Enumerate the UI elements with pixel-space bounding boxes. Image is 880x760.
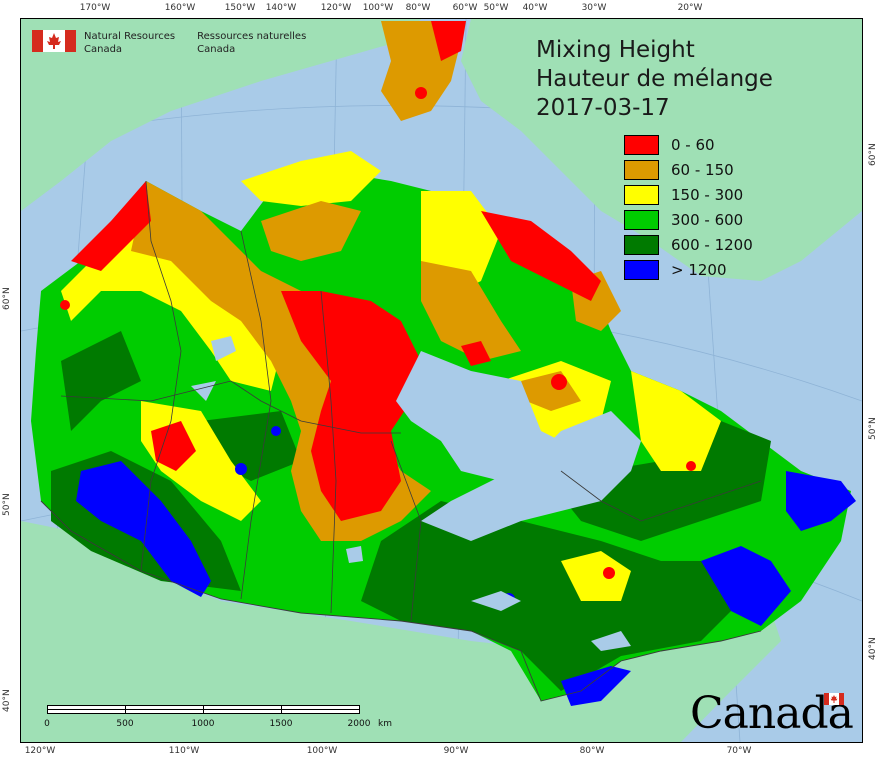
title-english: Mixing Height [536,37,695,63]
map-frame[interactable] [20,18,863,743]
scale-label: 1500 [269,719,293,729]
zone-0-60 [415,87,427,99]
title-french: Hauteur de mélange [536,66,773,92]
agency-line: Canada [197,44,236,55]
lon-label: 50°W [483,3,509,13]
zone-over-1200 [561,666,631,706]
legend-swatch [624,134,659,155]
lat-label: 50°N [868,417,878,440]
lat-label: 50°N [2,493,12,516]
legend-item: 600 - 1200 [624,232,753,257]
lat-label: 60°N [2,287,12,310]
zone-150-300 [631,371,721,471]
zone-0-60 [151,421,196,471]
zone-0-60 [431,21,466,61]
agency-line: Canada [84,44,123,55]
legend-item: > 1200 [624,257,753,282]
agency-line: Natural Resources [84,31,176,42]
legend-item: 150 - 300 [624,182,753,207]
legend-item: 300 - 600 [624,207,753,232]
lon-label: 80°W [405,3,431,13]
lon-label: 80°W [579,746,605,756]
zone-0-60 [551,374,567,390]
lat-label: 40°N [868,637,878,660]
lon-label: 40°W [522,3,548,13]
zone-0-60 [603,567,615,579]
scale-label: 500 [116,719,134,729]
lon-label: 140°W [265,3,297,13]
legend-item: 0 - 60 [624,132,753,157]
legend-swatch [624,159,659,180]
lon-label: 170°W [79,3,111,13]
legend-label: > 1200 [671,260,727,279]
zone-600-1200 [61,331,141,431]
zone-over-1200 [786,471,856,531]
zone-0-60 [686,461,696,471]
zone-0-60 [60,300,70,310]
legend-swatch [624,259,659,280]
lat-label: 60°N [868,143,878,166]
agency-name-fr: Ressources naturelles Canada [197,30,306,56]
hudson-bay [396,351,561,481]
map-date: 2017-03-17 [536,95,670,121]
legend-swatch [624,209,659,230]
foreign-land-greenland [461,19,862,281]
lon-label: 30°W [581,3,607,13]
legend-label: 150 - 300 [671,185,744,204]
zone-over-1200 [701,546,791,626]
foreign-land-russia [21,19,421,211]
legend-label: 0 - 60 [671,135,715,154]
legend-label: 60 - 150 [671,160,734,179]
zone-60-150 [261,201,361,261]
legend-label: 600 - 1200 [671,235,753,254]
zone-600-1200 [361,501,741,691]
zone-0-60 [281,291,421,521]
lon-label: 70°W [726,746,752,756]
mixing-height-map[interactable] [21,19,862,742]
scale-label: 2000 [347,719,371,729]
canada-us-border [40,500,762,702]
scale-unit: km [378,719,392,729]
lon-label: 90°W [443,746,469,756]
wordmark-flag-icon [824,693,844,705]
lon-label: 20°W [677,3,703,13]
canada-flag-icon [32,30,76,52]
zone-600-1200 [541,421,771,541]
legend-item: 60 - 150 [624,157,753,182]
lat-label: 40°N [2,689,12,712]
legend-label: 300 - 600 [671,210,744,229]
provincial-borders [60,180,762,622]
zone-over-1200 [271,426,281,436]
agency-line: Ressources naturelles [197,31,307,42]
lon-label: 110°W [168,746,200,756]
zone-over-1200 [76,461,211,597]
scale-label: 1000 [191,719,215,729]
legend-swatch [624,184,659,205]
zone-60-150 [421,261,521,361]
map-title: Mixing Height Hauteur de mélange 2017-03… [536,36,773,123]
zone-0-60 [461,341,491,366]
zone-0-60 [71,181,151,271]
canada-wordmark: Canada [690,688,854,739]
agency-signature: Natural Resources Canada Ressources natu… [32,30,306,56]
zone-150-300 [241,151,381,206]
agency-name-en: Natural Resources Canada [84,30,175,56]
lon-label: 160°W [164,3,196,13]
lon-label: 100°W [362,3,394,13]
lon-label: 120°W [24,746,56,756]
lon-label: 150°W [224,3,256,13]
legend-swatch [624,234,659,255]
zone-over-1200 [235,463,247,475]
lon-label: 60°W [452,3,478,13]
lon-label: 120°W [320,3,352,13]
zone-0-60 [481,211,601,301]
zone-150-300 [561,551,631,601]
lakes [191,336,641,651]
lon-label: 100°W [306,746,338,756]
legend: 0 - 60 60 - 150 150 - 300 300 - 600 600 … [624,132,753,282]
scale-bar: 0 500 1000 1500 2000 km [44,705,392,729]
scale-label: 0 [44,719,50,729]
